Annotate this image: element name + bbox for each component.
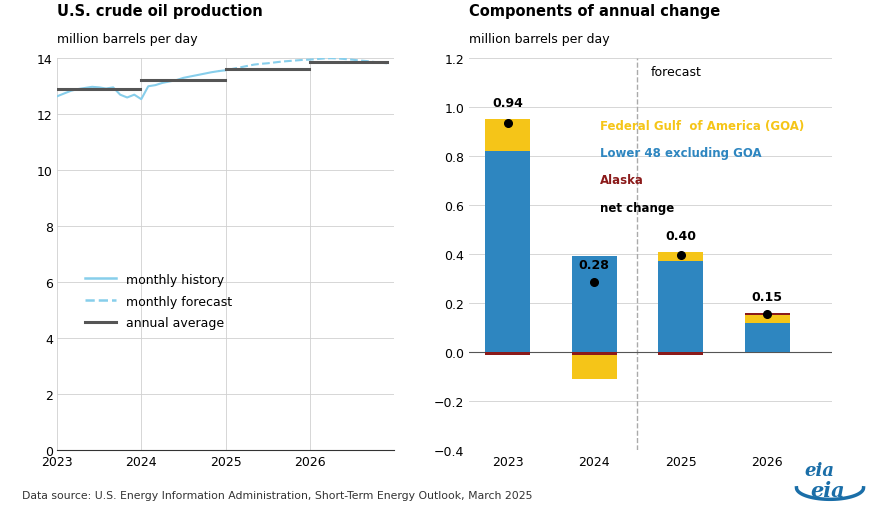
Bar: [485, 120, 530, 152]
Text: Lower 48 excluding GOA: Lower 48 excluding GOA: [599, 147, 761, 160]
Bar: [572, 352, 617, 379]
Text: Federal Gulf  of America (GOA): Federal Gulf of America (GOA): [599, 119, 804, 132]
Bar: [658, 352, 703, 355]
Text: million barrels per day: million barrels per day: [57, 33, 198, 46]
Text: million barrels per day: million barrels per day: [469, 33, 610, 46]
Text: Components of annual change: Components of annual change: [469, 4, 720, 19]
Bar: [745, 313, 790, 316]
Bar: [745, 323, 790, 352]
Text: 0.94: 0.94: [492, 97, 523, 110]
Bar: [485, 152, 530, 352]
Text: net change: net change: [599, 202, 674, 215]
Legend: monthly history, monthly forecast, annual average: monthly history, monthly forecast, annua…: [80, 268, 237, 335]
Text: 0.28: 0.28: [579, 259, 610, 272]
Text: eia: eia: [804, 461, 834, 478]
Text: U.S. crude oil production: U.S. crude oil production: [57, 4, 263, 19]
Bar: [485, 352, 530, 355]
Text: eia: eia: [810, 480, 845, 500]
Text: Alaska: Alaska: [599, 174, 643, 187]
Text: 0.15: 0.15: [752, 291, 783, 303]
Bar: [658, 262, 703, 352]
Text: forecast: forecast: [650, 66, 702, 79]
Bar: [658, 252, 703, 262]
Text: Data source: U.S. Energy Information Administration, Short-Term Energy Outlook, : Data source: U.S. Energy Information Adm…: [22, 490, 533, 500]
Text: 0.40: 0.40: [665, 229, 696, 242]
Bar: [745, 316, 790, 323]
Bar: [572, 352, 617, 355]
Bar: [572, 257, 617, 352]
